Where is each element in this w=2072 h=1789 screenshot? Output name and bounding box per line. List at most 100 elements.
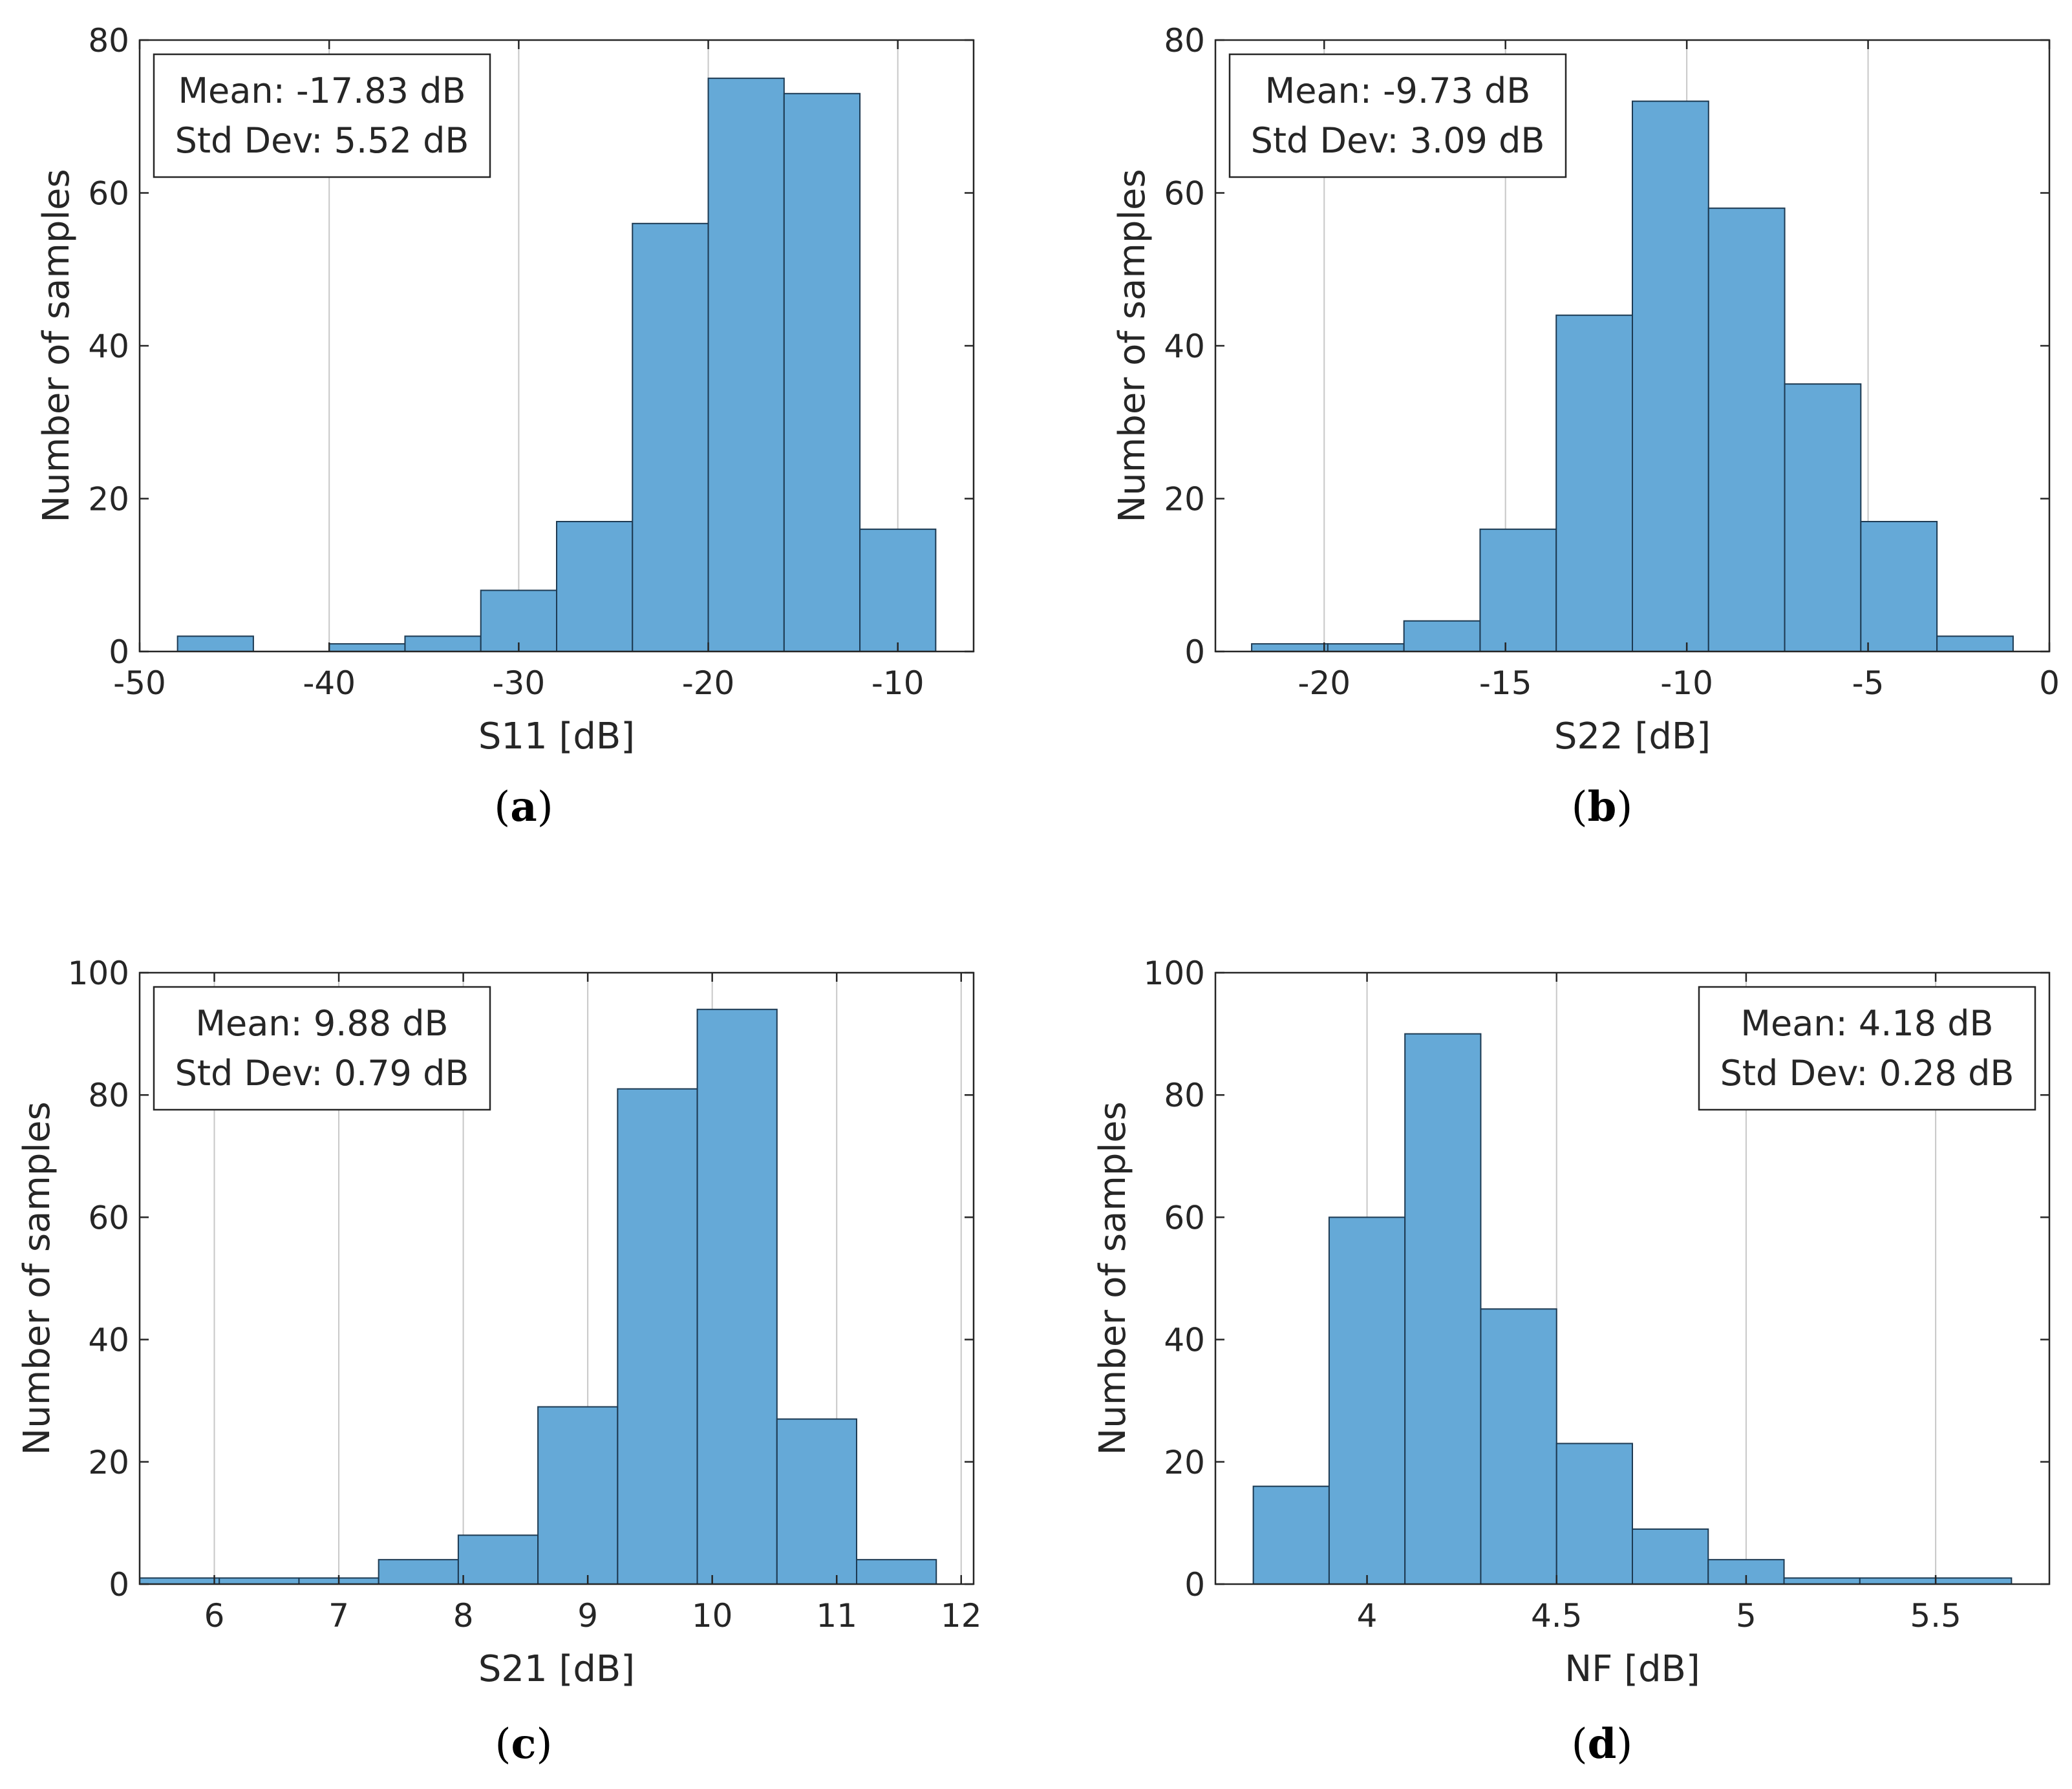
x-tick-label: 11 — [816, 1597, 857, 1635]
stats-box: Mean: 4.18 dB Std Dev: 0.28 dB — [1698, 986, 2036, 1111]
x-tick-label: -10 — [1660, 664, 1713, 702]
chart-panel-d: 4 4.5 5 5.5 0 20 40 60 80 100 NF [dB] Number of sam… — [1092, 955, 2051, 1768]
stats-box: Mean: -9.73 dB Std Dev: 3.09 dB — [1228, 53, 1567, 178]
x-tick-label: 6 — [204, 1597, 225, 1635]
y-tick-label: 40 — [88, 1322, 129, 1359]
y-axis-label: Number of samples — [1111, 169, 1153, 522]
y-tick-label: 40 — [1164, 328, 1205, 365]
x-tick-label: 5.5 — [1910, 1597, 1961, 1635]
y-tick-label: 100 — [1144, 955, 1205, 992]
histogram-bar — [219, 1577, 300, 1585]
axes-box — [138, 971, 975, 1585]
x-tick-label: 4.5 — [1531, 1597, 1583, 1635]
y-tick-label: 0 — [109, 633, 129, 671]
histogram-bar — [617, 1088, 698, 1585]
histogram-bar — [1859, 1577, 1937, 1585]
histogram-bar — [1251, 643, 1329, 652]
stats-box: Mean: 9.88 dB Std Dev: 0.79 dB — [153, 986, 491, 1111]
x-tick-label: -20 — [682, 664, 735, 702]
x-axis-label: S21 [dB] — [478, 1648, 635, 1690]
caption-paren: ) — [537, 783, 553, 831]
y-tick-label: 80 — [1164, 1077, 1205, 1114]
y-tick-label: 20 — [1164, 1444, 1205, 1481]
y-axis-label: Number of samples — [1092, 1101, 1134, 1455]
histogram-bar — [1252, 1485, 1330, 1585]
histogram-bar — [1784, 383, 1862, 652]
histogram-bar — [1936, 635, 2014, 652]
x-axis-label: S22 [dB] — [1554, 715, 1711, 757]
stats-box-frame — [1698, 986, 2036, 1111]
histogram-bar — [1328, 1216, 1406, 1585]
histogram-bar — [1327, 643, 1405, 652]
y-tick-label: 40 — [88, 328, 129, 365]
y-axis-label: Number of samples — [36, 169, 78, 522]
chart-panel-c: 6 7 8 9 10 11 12 0 20 40 60 80 100 S21 [dB] Number of … — [16, 955, 982, 1768]
y-tick-label: 60 — [1164, 175, 1205, 213]
histogram-bar — [1479, 528, 1557, 652]
y-tick-label: 20 — [88, 1444, 129, 1481]
x-tick-label: 8 — [453, 1597, 474, 1635]
caption-letter: d — [1588, 1720, 1617, 1768]
histogram-bar — [404, 635, 482, 652]
x-tick-label: -40 — [303, 664, 356, 702]
histogram-bar — [856, 1559, 937, 1585]
histogram-bar — [139, 1577, 220, 1585]
histogram-bar — [1707, 207, 1786, 652]
axes-box — [1214, 971, 2051, 1585]
caption-paren: ( — [495, 1720, 511, 1768]
y-tick-label: 60 — [1164, 1199, 1205, 1236]
caption-letter: a — [510, 783, 537, 831]
x-tick-label: -50 — [113, 664, 166, 702]
caption-paren: ( — [1572, 783, 1588, 831]
stats-std: Std Dev: 5.52 dB — [175, 120, 469, 161]
caption-paren: ) — [1616, 783, 1632, 831]
histogram-bar — [1860, 520, 1938, 652]
stats-mean: Mean: -9.73 dB — [1265, 70, 1531, 111]
chart-panel-b: -20 -15 -10 -5 0 0 20 40 60 80 S22 [dB] Number of s… — [1111, 22, 2060, 831]
x-tick-label: 9 — [577, 1597, 598, 1635]
x-tick-label: -10 — [871, 664, 924, 702]
x-tick-label: -5 — [1852, 664, 1885, 702]
histogram-bar — [1783, 1577, 1861, 1585]
y-tick-label: 20 — [88, 481, 129, 518]
caption-letter: c — [511, 1720, 537, 1768]
histogram-bar — [1404, 1033, 1482, 1585]
histogram-bar — [776, 1418, 858, 1585]
x-tick-label: -20 — [1298, 664, 1351, 702]
stats-box: Mean: -17.83 dB Std Dev: 5.52 dB — [153, 53, 491, 178]
caption-paren: ) — [1616, 1720, 1632, 1768]
histogram-bar — [1480, 1308, 1557, 1585]
x-axis-label: NF [dB] — [1565, 1648, 1700, 1690]
stats-mean: Mean: 9.88 dB — [195, 1003, 448, 1044]
y-tick-label: 80 — [1164, 22, 1205, 59]
histogram-bar — [1555, 314, 1633, 652]
y-tick-label: 0 — [109, 1566, 129, 1604]
panel-caption: (d) — [1572, 1720, 1633, 1768]
x-tick-label: 12 — [941, 1597, 982, 1635]
stats-box-frame — [1228, 53, 1567, 178]
stats-std: Std Dev: 3.09 dB — [1251, 120, 1545, 161]
histogram-bar — [480, 589, 558, 653]
stats-box-frame — [153, 53, 491, 178]
y-axis-label: Number of samples — [16, 1101, 58, 1455]
x-tick-label: 0 — [2039, 664, 2060, 702]
histogram-bar — [1935, 1577, 2013, 1585]
y-tick-label: 20 — [1164, 481, 1205, 518]
x-tick-label: 10 — [692, 1597, 733, 1635]
panel-caption: (a) — [494, 783, 553, 831]
y-tick-label: 100 — [68, 955, 129, 992]
stats-mean: Mean: 4.18 dB — [1740, 1003, 1993, 1044]
x-tick-label: 5 — [1736, 1597, 1757, 1635]
histogram-bar — [1403, 620, 1481, 653]
histogram-bar — [537, 1406, 619, 1585]
y-tick-label: 0 — [1184, 633, 1205, 671]
stats-box-frame — [153, 986, 491, 1111]
x-tick-label: -15 — [1479, 664, 1532, 702]
y-tick-label: 60 — [88, 175, 129, 213]
x-tick-label: 7 — [328, 1597, 349, 1635]
histogram-bar — [378, 1559, 459, 1585]
x-tick-label: 4 — [1357, 1597, 1378, 1635]
y-tick-label: 40 — [1164, 1322, 1205, 1359]
histogram-bar — [556, 520, 634, 652]
y-tick-label: 80 — [88, 22, 129, 59]
